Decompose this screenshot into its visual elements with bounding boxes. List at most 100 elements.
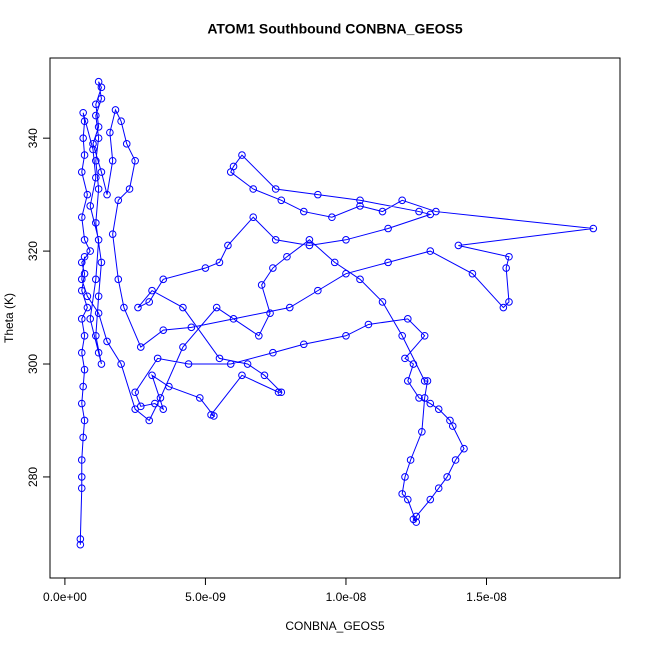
data-point: [77, 348, 86, 357]
data-point: [151, 399, 159, 408]
data-point: [356, 202, 364, 210]
data-point: [401, 473, 409, 481]
data-point: [249, 185, 258, 193]
data-point: [106, 128, 114, 137]
data-point: [420, 394, 429, 402]
data-point: [356, 275, 364, 284]
data-point: [80, 117, 89, 126]
data-point: [80, 151, 89, 159]
data-point: [401, 354, 409, 363]
data-point: [77, 399, 86, 408]
data-point: [89, 145, 97, 154]
data-point: [77, 473, 86, 481]
data-point: [103, 190, 111, 199]
data-point: [426, 210, 435, 219]
data-point: [77, 213, 86, 222]
data-line: [79, 81, 594, 545]
data-point: [305, 241, 314, 250]
data-point: [83, 303, 92, 312]
y-tick-label: 320: [26, 241, 40, 261]
data-point: [97, 168, 106, 176]
data-point: [412, 518, 421, 526]
data-point: [114, 196, 123, 205]
data-point: [114, 275, 123, 284]
data-point: [269, 348, 277, 357]
data-point: [415, 394, 423, 402]
data-point: [403, 377, 412, 385]
data-point: [215, 354, 224, 363]
data-point: [468, 269, 477, 278]
data-point: [92, 275, 100, 284]
data-point: [76, 535, 85, 543]
data-point: [165, 382, 173, 391]
data-point: [215, 258, 224, 267]
data-point: [300, 207, 308, 216]
data-point: [187, 323, 196, 332]
data-point: [86, 202, 94, 210]
data-point: [108, 230, 117, 238]
data-point: [92, 100, 100, 109]
data-point: [305, 236, 314, 244]
data-point: [79, 108, 87, 117]
data-point: [77, 456, 86, 464]
data-point: [111, 106, 120, 114]
data-point: [356, 196, 364, 205]
data-point: [330, 258, 339, 267]
data-point: [125, 185, 134, 193]
data-point: [156, 394, 165, 402]
data-point: [398, 331, 406, 340]
data-point: [92, 156, 100, 165]
data-point: [79, 433, 87, 442]
data-point: [274, 388, 283, 397]
x-tick-label: 0.0e+00: [43, 590, 87, 604]
data-point: [76, 540, 85, 549]
data-point: [159, 275, 168, 284]
data-point: [403, 495, 412, 504]
data-point: [277, 388, 286, 397]
data-point: [229, 162, 238, 171]
data-point: [271, 236, 280, 244]
data-point: [94, 292, 103, 301]
y-tick-label: 300: [26, 354, 40, 374]
data-point: [409, 360, 418, 368]
data-point: [77, 168, 86, 176]
data-point: [271, 185, 280, 193]
data-point: [80, 331, 89, 340]
data-point: [398, 196, 406, 205]
data-point: [92, 219, 100, 227]
data-point: [122, 140, 131, 148]
data-point: [77, 275, 86, 284]
data-point: [131, 388, 139, 397]
data-point: [83, 190, 92, 199]
y-tick-label: 280: [26, 467, 40, 487]
data-point: [243, 360, 252, 368]
data-point: [384, 224, 392, 233]
data-point: [269, 264, 277, 272]
data-point: [226, 360, 235, 368]
data-point: [77, 484, 86, 493]
data-point: [403, 315, 412, 323]
data-point: [86, 315, 94, 323]
data-point: [285, 303, 294, 312]
data-point: [117, 117, 125, 126]
data-point: [210, 412, 218, 420]
data-point: [589, 224, 598, 233]
data-point: [77, 286, 86, 295]
data-point: [314, 286, 322, 295]
data-point: [300, 340, 308, 349]
data-point: [260, 371, 269, 380]
x-axis-label: CONBNA_GEOS5: [285, 619, 385, 633]
data-point: [94, 309, 103, 318]
data-point: [451, 456, 460, 464]
data-point: [153, 354, 162, 363]
data-point: [159, 405, 168, 413]
data-point: [79, 382, 87, 391]
data-point: [364, 320, 373, 329]
data-point: [86, 247, 94, 255]
data-point: [80, 416, 89, 425]
data-point: [92, 111, 100, 120]
data-point: [398, 490, 406, 498]
data-point: [342, 331, 350, 340]
data-point: [159, 326, 168, 334]
data-point: [184, 360, 193, 368]
